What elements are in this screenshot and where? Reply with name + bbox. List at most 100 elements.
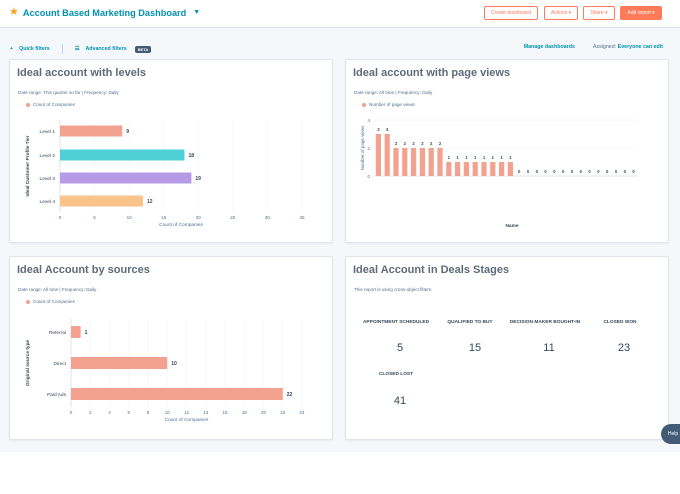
card-title: Ideal account with levels	[17, 67, 146, 79]
bar	[60, 125, 123, 137]
bar	[71, 357, 168, 369]
bar-value-label: 2	[404, 141, 407, 146]
card-meta: Date range: This quarter so far | Freque…	[18, 90, 119, 95]
x-tick-label: 30	[265, 215, 271, 220]
category-label: Level 1	[40, 129, 56, 135]
x-tick-label: 22	[280, 410, 286, 415]
bar	[455, 162, 461, 176]
stage-value[interactable]: 5	[396, 342, 404, 354]
x-axis-title: Count of Companies	[165, 417, 209, 423]
stage-label: QUALIFIED TO BUY	[447, 320, 493, 325]
bar-value-label: 0	[580, 169, 583, 174]
report-card-sources[interactable]: Ideal Account by sources Date range: All…	[9, 256, 333, 440]
x-tick-label: 25	[230, 215, 236, 220]
assigned-value-link[interactable]: Everyone can edit	[617, 44, 663, 50]
bar	[71, 388, 283, 400]
dashboard-title[interactable]: Account Based Marketing Dashboard	[22, 7, 187, 18]
bar-value-label: 0	[588, 169, 591, 174]
category-label: Level 4	[40, 199, 56, 205]
x-tick-label: 20	[196, 215, 202, 220]
x-tick-label: 4	[108, 410, 111, 415]
bar-value-label: 22	[287, 392, 293, 398]
bar	[437, 148, 443, 176]
x-tick-label: 0	[70, 410, 73, 415]
bar-value-label: 0	[606, 169, 609, 174]
stage-label: CLOSED WON	[603, 320, 637, 325]
category-label: Level 3	[40, 176, 56, 182]
bar-value-label: 2	[395, 141, 398, 146]
filter-bar: + Quick filters ☰ Advanced filters BETA …	[0, 40, 680, 56]
bar	[402, 148, 408, 176]
bar-value-label: 1	[483, 155, 486, 160]
x-axis-title: Count of Companies	[159, 222, 203, 228]
stage-value[interactable]: 41	[393, 395, 407, 407]
bar-value-label: 2	[412, 141, 415, 146]
bar	[375, 134, 381, 176]
bar-value-label: 9	[126, 129, 129, 135]
filter-icon[interactable]: ☰	[74, 46, 80, 52]
bar	[507, 162, 513, 176]
help-button[interactable]: Help	[661, 424, 680, 444]
bar-value-label: 3	[377, 127, 380, 132]
bar	[490, 162, 496, 176]
x-tick-label: 15	[161, 215, 167, 220]
bar	[411, 148, 417, 176]
advanced-filters-link[interactable]: Advanced filters	[85, 46, 127, 52]
chevron-down-icon[interactable]: ▼	[193, 9, 201, 16]
add-report-button[interactable]: Add report ▾	[620, 6, 662, 20]
share-button[interactable]: Share ▾	[583, 6, 615, 20]
bar	[428, 148, 434, 176]
bar-value-label: 2	[430, 141, 433, 146]
bar	[60, 149, 185, 161]
category-label: Paid Ads	[47, 392, 67, 398]
bar	[384, 134, 390, 176]
legend-label: Count of Companies	[33, 299, 75, 304]
favorite-star-icon[interactable]: ★	[9, 6, 19, 18]
chart-legend: Count of Companies	[26, 299, 75, 304]
chart-legend: Number of page views	[362, 102, 415, 107]
stage-value[interactable]: 23	[617, 342, 631, 354]
y-axis-title: Number of page views	[360, 125, 365, 171]
x-tick-label: 18	[242, 410, 248, 415]
category-label: Level 2	[40, 153, 56, 159]
bar	[481, 162, 487, 176]
y-tick-label: 4	[367, 118, 370, 123]
stage-label: DECISION MAKER BOUGHT-IN	[509, 320, 581, 325]
bar	[472, 162, 478, 176]
bar-value-label: 1	[448, 155, 451, 160]
bar-value-label: 0	[544, 169, 547, 174]
stage-value[interactable]: 15	[468, 342, 482, 354]
x-tick-label: 14	[203, 410, 209, 415]
divider	[61, 44, 63, 54]
stage-value[interactable]: 11	[543, 342, 555, 354]
dashboard-header: ★ Account Based Marketing Dashboard ▼ Cr…	[0, 0, 680, 28]
x-tick-label: 35	[299, 215, 305, 220]
actions-button[interactable]: Actions ▾	[544, 6, 578, 20]
legend-label: Count of Companies	[33, 102, 75, 107]
card-title: Ideal Account in Deals Stages	[353, 264, 510, 276]
bar	[419, 148, 425, 176]
card-title: Ideal account with page views	[353, 67, 511, 79]
x-tick-label: 24	[299, 410, 305, 415]
x-tick-label: 5	[93, 215, 96, 220]
dashboard-title-dropdown[interactable]: ★ Account Based Marketing Dashboard ▼	[9, 7, 200, 18]
report-card-levels[interactable]: Ideal account with levels Date range: Th…	[9, 59, 333, 243]
bar-value-label: 1	[500, 155, 503, 160]
report-card-deal-stages[interactable]: Ideal Account in Deals Stages This repor…	[345, 256, 669, 440]
cross-object-note: This report is using cross-object filter…	[354, 287, 433, 292]
x-tick-label: 20	[261, 410, 267, 415]
report-card-page-views[interactable]: Ideal account with page views Date range…	[345, 59, 669, 243]
manage-dashboards-link[interactable]: Manage dashboards	[523, 44, 575, 50]
x-tick-label: 16	[222, 410, 228, 415]
plus-icon[interactable]: +	[10, 46, 14, 52]
card-meta: Date range: All time | Frequency: Daily	[18, 287, 97, 292]
legend-swatch	[26, 299, 30, 304]
bar-value-label: 1	[85, 330, 88, 336]
bar	[71, 326, 81, 338]
bar	[499, 162, 505, 176]
quick-filters-link[interactable]: Quick filters	[19, 46, 50, 52]
levels-bar-chart: 0 5 10 15 20 25 30 35 9 Level 1 18 Level 2 19 Level 3…	[25, 120, 305, 228]
create-dashboard-button[interactable]: Create dashboard	[484, 6, 538, 20]
bar-value-label: 12	[147, 199, 153, 205]
bar	[463, 162, 469, 176]
